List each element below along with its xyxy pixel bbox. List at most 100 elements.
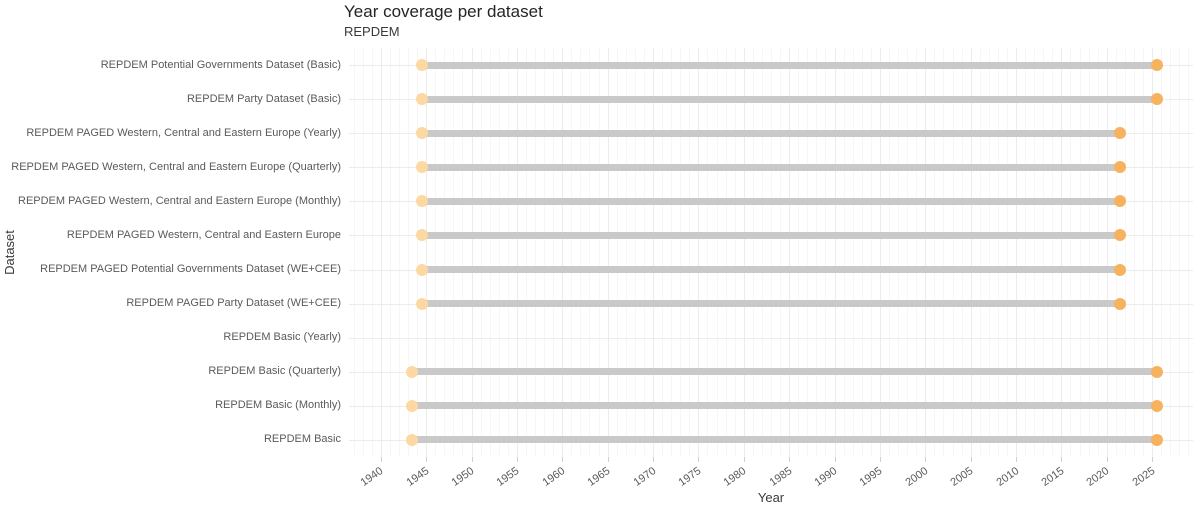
- end-year-dot[interactable]: [1114, 263, 1127, 276]
- gridline-major: [743, 48, 745, 457]
- y-axis-labels: REPDEM Potential Governments Dataset (Ba…: [0, 48, 341, 457]
- x-tick-label: 1950: [449, 465, 477, 489]
- coverage-bar[interactable]: [421, 300, 1121, 308]
- end-year-dot[interactable]: [1114, 229, 1127, 242]
- gridline-minor: [553, 48, 555, 457]
- start-year-dot[interactable]: [415, 161, 428, 174]
- gridline-minor: [507, 48, 509, 457]
- start-year-dot[interactable]: [415, 229, 428, 242]
- x-axis-ticks: 1940 1945 1950 1955 1960 1965 1970 1975 1980 1985…: [349, 457, 1193, 507]
- dataset-label: REPDEM Basic (Yearly): [223, 331, 341, 344]
- start-year-dot[interactable]: [415, 297, 428, 310]
- x-tick-label: 1970: [630, 465, 658, 489]
- dataset-label: REPDEM PAGED Western, Central and Easter…: [26, 126, 341, 139]
- end-year-dot[interactable]: [1150, 433, 1163, 446]
- end-year-dot[interactable]: [1114, 297, 1127, 310]
- gridline-minor: [417, 48, 419, 457]
- end-year-dot[interactable]: [1150, 399, 1163, 412]
- chart-title: Year coverage per dataset: [344, 2, 543, 21]
- x-tick-mark: [698, 457, 700, 462]
- gridline-minor: [916, 48, 918, 457]
- gridline-minor: [589, 48, 591, 457]
- x-tick-label: 1990: [812, 465, 840, 489]
- gridline-major: [653, 48, 655, 457]
- gridline-minor: [798, 48, 800, 457]
- gridline-major: [698, 48, 700, 457]
- start-year-dot[interactable]: [415, 93, 428, 106]
- gridline-major: [970, 48, 972, 457]
- gridline-minor: [625, 48, 627, 457]
- gridline-minor: [1079, 48, 1081, 457]
- gridline-minor: [535, 48, 537, 457]
- end-year-dot[interactable]: [1114, 195, 1127, 208]
- plot-area: [349, 48, 1193, 457]
- start-year-dot[interactable]: [405, 433, 418, 446]
- gridline-minor: [1034, 48, 1036, 457]
- gridline-minor: [498, 48, 500, 457]
- x-tick-mark: [879, 457, 881, 462]
- gridline-minor: [571, 48, 573, 457]
- coverage-bar[interactable]: [411, 436, 1157, 444]
- start-year-dot[interactable]: [405, 399, 418, 412]
- gridline-minor: [825, 48, 827, 457]
- gridline-major: [380, 48, 382, 457]
- coverage-bar[interactable]: [421, 129, 1121, 137]
- coverage-bar[interactable]: [421, 266, 1121, 274]
- end-year-dot[interactable]: [1114, 127, 1127, 140]
- x-tick-label: 1960: [540, 465, 568, 489]
- start-year-dot[interactable]: [405, 365, 418, 378]
- x-tick-mark: [653, 457, 655, 462]
- gridline-minor: [598, 48, 600, 457]
- coverage-bar[interactable]: [421, 61, 1157, 69]
- x-tick-label: 1975: [676, 465, 704, 489]
- start-year-dot[interactable]: [415, 263, 428, 276]
- gridline-major: [1016, 48, 1018, 457]
- coverage-bar[interactable]: [411, 368, 1157, 376]
- gridline-minor: [453, 48, 455, 457]
- gridline-major: [471, 48, 473, 457]
- gridline-major: [1152, 48, 1154, 457]
- coverage-bar[interactable]: [411, 402, 1157, 410]
- gridline-major: [879, 48, 881, 457]
- gridline-minor: [771, 48, 772, 457]
- gridline-major: [426, 48, 428, 457]
- gridline-minor: [407, 48, 409, 457]
- gridline-minor: [662, 48, 664, 457]
- gridline-minor: [389, 48, 391, 457]
- gridline-major: [607, 48, 609, 457]
- coverage-bar[interactable]: [421, 95, 1157, 103]
- gridline-minor: [997, 48, 999, 457]
- x-tick-mark: [925, 457, 927, 462]
- gridline-minor: [1170, 48, 1172, 457]
- x-tick-label: 2015: [1039, 465, 1067, 489]
- gridline-minor: [1097, 48, 1099, 457]
- gridline-minor: [1006, 48, 1008, 457]
- gridline-major: [516, 48, 518, 457]
- start-year-dot[interactable]: [415, 127, 428, 140]
- end-year-dot[interactable]: [1150, 59, 1163, 72]
- x-tick-mark: [1106, 457, 1108, 462]
- x-tick-label: 2025: [1130, 465, 1158, 489]
- x-tick-mark: [516, 457, 518, 462]
- gridline-minor: [525, 48, 527, 457]
- x-tick-label: 2010: [993, 465, 1021, 489]
- gridline-minor: [444, 48, 446, 457]
- gridline-major: [1106, 48, 1108, 457]
- coverage-bar[interactable]: [421, 163, 1121, 171]
- gridline-minor: [725, 48, 727, 457]
- x-tick-mark: [426, 457, 428, 462]
- start-year-dot[interactable]: [415, 59, 428, 72]
- x-tick-mark: [1016, 457, 1018, 462]
- start-year-dot[interactable]: [415, 195, 428, 208]
- gridline-minor: [761, 48, 763, 457]
- coverage-bar[interactable]: [421, 231, 1121, 239]
- dataset-label: REPDEM Potential Governments Dataset (Ba…: [100, 58, 341, 71]
- coverage-bar[interactable]: [421, 197, 1121, 205]
- end-year-dot[interactable]: [1150, 93, 1163, 106]
- x-tick-mark: [562, 457, 564, 462]
- end-year-dot[interactable]: [1150, 365, 1163, 378]
- gridline-minor: [689, 48, 691, 457]
- gridline-minor: [1124, 48, 1126, 457]
- gridline-minor: [952, 48, 954, 457]
- end-year-dot[interactable]: [1114, 161, 1127, 174]
